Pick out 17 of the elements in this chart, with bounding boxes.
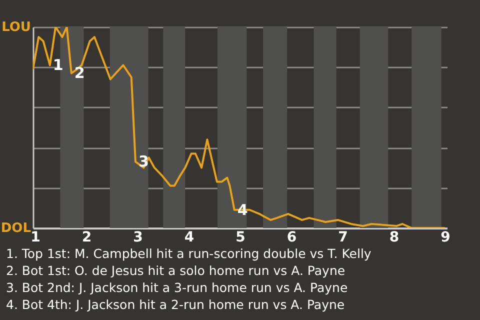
text: 3. Bot 2nd: J. Jackson hit a 3-run home run vs A. Payne: [6, 280, 348, 295]
x-tick-label: 1: [30, 230, 40, 246]
x-tick-label: 9: [440, 230, 450, 246]
annotation: 1: [52, 56, 64, 74]
x-tick-label: 5: [236, 230, 246, 246]
x-tick-label: 7: [338, 230, 348, 246]
x-tick-label: 2: [82, 230, 92, 246]
x-tick-label: 3: [133, 230, 143, 246]
text: DOL: [0, 221, 31, 236]
x-tick-label: 8: [389, 230, 400, 246]
x-tick-label: 6: [286, 230, 297, 246]
annotation: 2: [74, 64, 85, 82]
text: LOU: [2, 20, 31, 35]
x-tick-label: 4: [184, 230, 194, 246]
text: 1. Top 1st: M. Campbell hit a run-scoring double vs T. Kelly: [6, 246, 372, 261]
text: 4. Bot 4th: J. Jackson hit a 2-run home run vs A. Payne: [6, 297, 345, 312]
text: 2. Bot 1st: O. de Jesus hit a solo home run vs A. Payne: [6, 263, 346, 278]
